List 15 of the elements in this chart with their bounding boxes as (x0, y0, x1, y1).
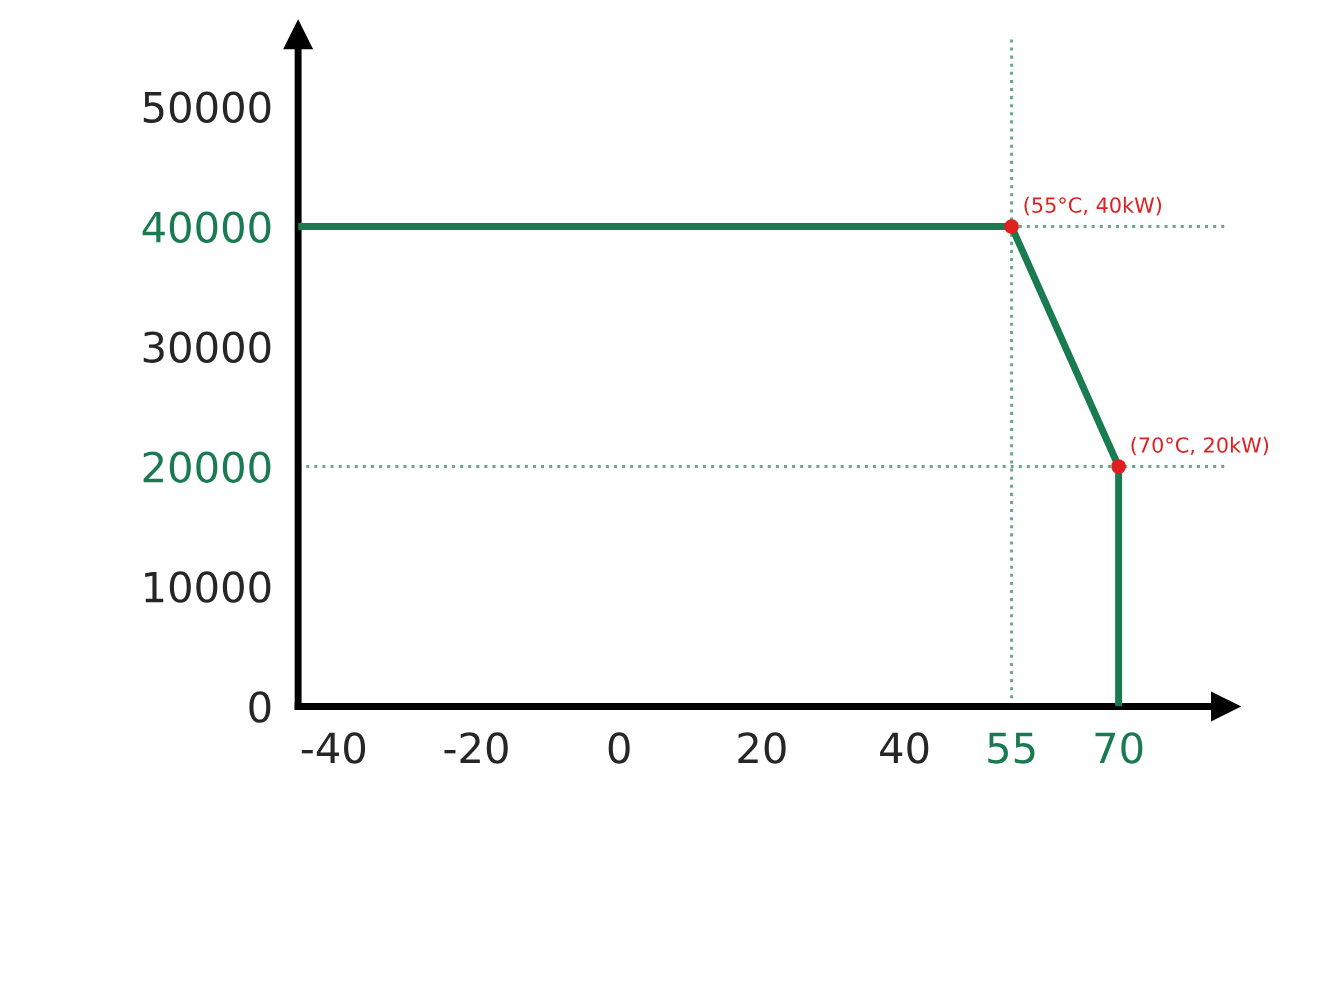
x-tick-label: 70 (1095, 732, 1143, 764)
y-tick-label: 40000 (142, 211, 271, 243)
x-tick-label: -40 (301, 732, 366, 764)
y-tick-label: 10000 (145, 571, 271, 603)
y-tick-label: 30000 (143, 331, 271, 363)
y-tick-label: 50000 (143, 91, 271, 123)
y-tick-label: 20000 (143, 451, 271, 483)
annotation: (55°C, 40kW) (1024, 196, 1162, 216)
x-tick-label: -20 (444, 732, 508, 764)
x-tick-label: 40 (880, 732, 929, 764)
x-tick-label: 55 (988, 732, 1035, 764)
x-tick-label: 20 (738, 732, 786, 764)
annotation: (70°C, 20kW) (1131, 436, 1269, 456)
x-tick-label: 0 (608, 732, 630, 764)
y-tick-label: 0 (249, 691, 271, 723)
